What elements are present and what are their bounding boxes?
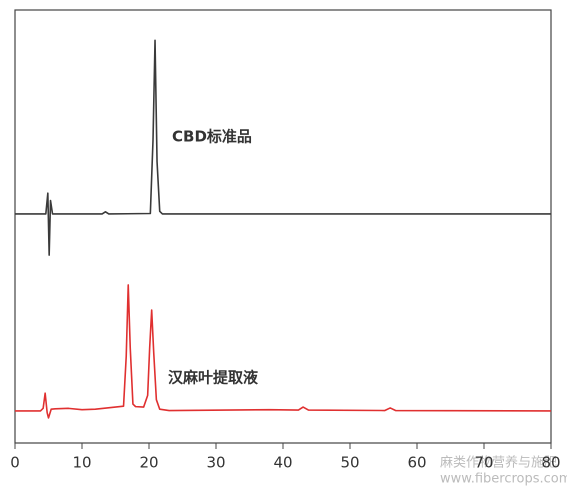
x-tick-label: 70 bbox=[474, 454, 493, 472]
plot-frame bbox=[14, 9, 552, 444]
trace bbox=[15, 39, 551, 256]
trace bbox=[15, 284, 552, 419]
annotation: 汉麻叶提取液 bbox=[168, 369, 259, 387]
annotation: CBD标准品 bbox=[172, 128, 252, 146]
x-tick-label: 50 bbox=[340, 454, 359, 472]
x-tick-label: 40 bbox=[273, 454, 292, 472]
x-tick-label: 20 bbox=[139, 454, 158, 472]
x-tick-label: 10 bbox=[72, 454, 91, 472]
x-tick-label: 60 bbox=[407, 454, 426, 472]
watermark: 麻类作物营养与施肥 bbox=[440, 455, 557, 471]
x-tick-label: 0 bbox=[10, 454, 20, 472]
x-tick-label: 30 bbox=[206, 454, 225, 472]
watermark: www.fibercrops.com bbox=[440, 472, 567, 487]
x-tick-label: 80 bbox=[541, 454, 560, 472]
